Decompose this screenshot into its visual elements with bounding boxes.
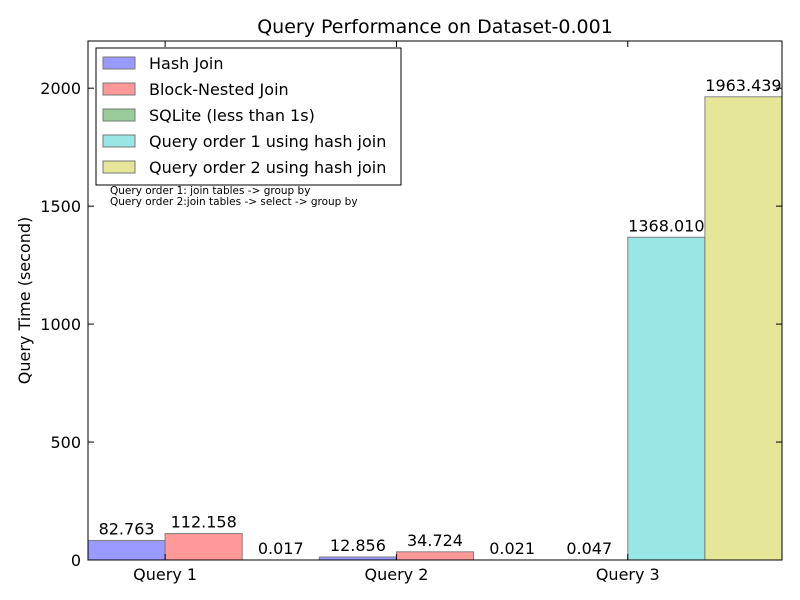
bar-block-nested-join-query-1: [164, 533, 243, 561]
chart-title: Query Performance on Dataset-0.001: [257, 16, 613, 38]
bars-layer: [87, 96, 783, 561]
bar-hash-join-query-1: [87, 539, 166, 561]
x-tick-label: Query 2: [364, 565, 428, 584]
bar-value-label: 0.021: [489, 539, 535, 558]
legend-label: Query order 1 using hash join: [149, 132, 386, 151]
legend-swatch: [102, 134, 136, 148]
legend-note: Query order 1: join tables -> group by: [110, 185, 310, 197]
legend-note: Query order 2:join tables -> select -> g…: [110, 196, 358, 208]
y-axis: 0 500 1000 1500 2000: [40, 79, 782, 570]
bar-value-label: 112.158: [171, 513, 237, 532]
legend-label: Hash Join: [149, 54, 224, 73]
legend-label: SQLite (less than 1s): [149, 106, 315, 125]
bar-value-label: 0.047: [566, 539, 612, 558]
y-tick-label: 1500: [40, 197, 81, 216]
bar-query-order-2-using-hash-join-query-3: [704, 96, 783, 561]
legend-notes: Query order 1: join tables -> group byQu…: [110, 185, 358, 208]
x-tick-label: Query 1: [133, 565, 197, 584]
y-tick-label: 1000: [40, 315, 81, 334]
legend-label: Block-Nested Join: [149, 80, 289, 99]
bar-value-label: 1368.010: [628, 216, 704, 235]
bar-labels-layer: 82.763 112.158 0.017 12.856 34.724 0.021 0.047…: [99, 76, 782, 558]
bar-value-label: 1963.439: [705, 76, 781, 95]
plot-frame: [87, 40, 783, 561]
legend-swatch: [102, 160, 136, 174]
y-tick-label: 500: [50, 433, 81, 452]
legend-swatch: [102, 82, 136, 96]
x-tick-label: Query 3: [596, 565, 660, 584]
bar-block-nested-join-query-2: [395, 551, 475, 561]
bar-value-label: 12.856: [330, 536, 386, 555]
bar-value-label: 0.017: [258, 539, 304, 558]
x-axis: Query 1 Query 2 Query 3: [133, 41, 660, 584]
legend-box: [95, 47, 402, 186]
bar-value-label: 82.763: [99, 519, 155, 538]
bar-query-order-1-using-hash-join-query-3: [627, 236, 706, 561]
y-axis-label: Query Time (second): [15, 217, 34, 385]
legend-swatch: [102, 56, 136, 70]
legend-label: Query order 2 using hash join: [149, 158, 386, 177]
bar-value-label: 34.724: [407, 531, 463, 550]
legend-swatch: [102, 108, 136, 122]
y-tick-label: 0: [71, 551, 81, 570]
legend: Hash Join Block-Nested Join SQLite (less t…: [95, 47, 402, 186]
y-tick-label: 2000: [40, 79, 81, 98]
